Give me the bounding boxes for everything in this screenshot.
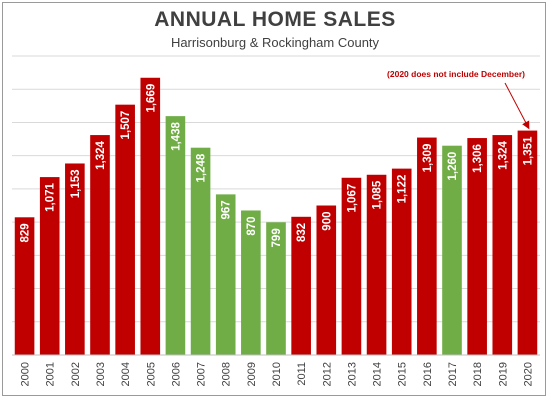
tick-label-2005: 2005: [145, 362, 157, 386]
bar-2010: [266, 222, 286, 355]
tick-label-2011: 2011: [296, 362, 308, 386]
data-label-2005: 1,669: [145, 84, 157, 113]
tick-label-2006: 2006: [170, 362, 182, 386]
tick-label-2008: 2008: [221, 362, 233, 386]
bar-2008: [215, 194, 236, 355]
bar-2005: [140, 77, 161, 355]
tick-label-2003: 2003: [95, 362, 107, 386]
bars: [14, 77, 538, 355]
data-label-2000: 829: [20, 223, 32, 242]
bar-2017: [442, 145, 462, 355]
bar-2002: [65, 163, 85, 355]
data-label-2004: 1,507: [120, 111, 132, 140]
tick-label-2013: 2013: [346, 362, 358, 386]
tick-label-2002: 2002: [70, 362, 82, 386]
data-label-2006: 1,438: [170, 122, 182, 151]
tick-label-2017: 2017: [447, 362, 459, 386]
bar-2003: [90, 135, 110, 355]
data-label-2009: 870: [246, 216, 258, 235]
bar-2020: [517, 130, 538, 355]
tick-label-2010: 2010: [271, 362, 283, 386]
tick-label-2014: 2014: [372, 362, 384, 386]
tick-label-2016: 2016: [422, 362, 434, 386]
bar-2004: [115, 104, 135, 355]
data-label-2016: 1,309: [422, 144, 434, 173]
data-label-2019: 1,324: [497, 140, 509, 169]
data-label-2014: 1,085: [372, 180, 384, 209]
tick-label-2012: 2012: [321, 362, 333, 386]
bar-2018: [467, 138, 487, 355]
bar-2009: [241, 210, 261, 355]
bar-2007: [190, 147, 211, 355]
chart-title: ANNUAL HOME SALES: [154, 8, 396, 31]
data-label-2013: 1,067: [346, 184, 358, 213]
bar-2014: [366, 174, 387, 355]
annotation-text: (2020 does not include December): [387, 69, 525, 79]
data-label-2002: 1,153: [70, 169, 82, 198]
bar-2019: [492, 135, 513, 355]
bar-2011: [291, 216, 311, 355]
tick-label-2000: 2000: [20, 362, 32, 386]
tick-label-2019: 2019: [497, 362, 509, 386]
tick-label-2009: 2009: [246, 362, 258, 386]
data-label-2008: 967: [221, 200, 233, 219]
tick-label-2001: 2001: [45, 362, 57, 386]
data-label-2011: 832: [296, 223, 308, 242]
data-labels: 829 1,071 1,153 1,324 1,507 1,669 1,438 1,248 96…: [20, 84, 535, 248]
data-label-2001: 1,071: [45, 182, 57, 211]
bar-2006: [165, 116, 186, 355]
annotation: (2020 does not include December): [387, 69, 530, 130]
data-label-2020: 1,351: [522, 136, 534, 165]
bar-2016: [417, 137, 437, 355]
chart-subtitle: Harrisonburg & Rockingham County: [170, 35, 380, 50]
data-label-2018: 1,306: [472, 144, 484, 173]
data-label-2015: 1,122: [397, 175, 409, 204]
tick-label-2018: 2018: [472, 362, 484, 386]
bar-2012: [316, 205, 337, 355]
tick-label-2015: 2015: [397, 362, 409, 386]
bar-2015: [391, 168, 412, 355]
tick-label-2004: 2004: [120, 362, 132, 386]
data-label-2003: 1,324: [95, 140, 107, 169]
annotation-arrow: [504, 82, 530, 130]
data-label-2017: 1,260: [447, 152, 459, 181]
x-tick-labels: 2000 2001 2002 2003 2004 2005 2006 2007 2008 2009…: [20, 362, 535, 386]
bar-2013: [341, 177, 362, 355]
tick-label-2007: 2007: [196, 362, 208, 386]
bar-2000: [14, 217, 35, 355]
tick-label-2020: 2020: [522, 362, 534, 386]
data-label-2012: 900: [321, 212, 333, 231]
data-label-2007: 1,248: [196, 153, 208, 182]
data-label-2010: 799: [271, 228, 283, 247]
bar-2001: [39, 177, 60, 355]
